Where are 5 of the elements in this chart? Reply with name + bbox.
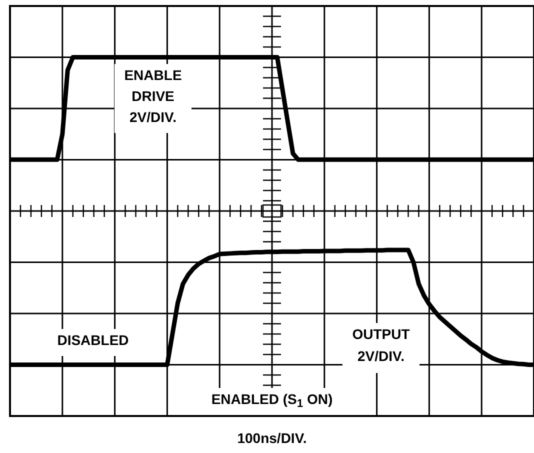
annotation: OUTPUT 2V/DIV. [352,326,410,364]
text: ENABLED (S$_{1}$ ON) [211,391,333,410]
text: 100ns/DIV. [237,430,307,446]
annotation: DISABLED [57,332,129,348]
annotation: ENABLE DRIVE 2V/DIV. [124,67,182,125]
